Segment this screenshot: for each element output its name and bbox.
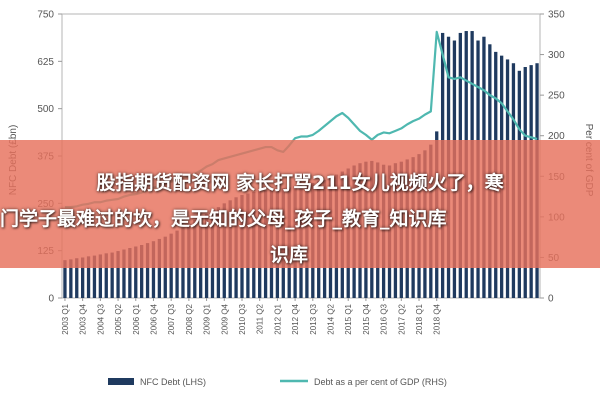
- x-tick-label: 2016 Q3: [380, 303, 389, 334]
- bar: [140, 244, 144, 298]
- x-tick-label: 2012 Q1: [273, 303, 282, 334]
- bar: [92, 255, 97, 298]
- bar: [134, 246, 138, 298]
- overlay-headline-line2: 门学子最难过的坎，是无知的父母_孩子_教育_知识库: [0, 208, 447, 230]
- bar: [98, 254, 103, 298]
- bar: [75, 258, 79, 298]
- right-tick-label: 200: [548, 131, 565, 142]
- x-tick-label: 2011 Q2: [256, 303, 265, 334]
- x-tick-label: 2005 Q2: [114, 303, 123, 334]
- right-tick-label: 0: [548, 294, 554, 305]
- left-tick-label: 625: [37, 57, 54, 68]
- bar: [145, 243, 150, 298]
- legend-label-debt-gdp: Debt as a per cent of GDP (RHS): [314, 377, 447, 387]
- bar: [69, 259, 73, 298]
- bar: [116, 251, 120, 298]
- legend-label-nfc-debt: NFC Debt (LHS): [140, 377, 206, 387]
- legend-swatch-nfc-debt: [108, 378, 134, 385]
- x-tick-label: 2013 Q3: [309, 303, 318, 334]
- x-tick-label: 2007 Q3: [167, 303, 176, 334]
- x-tick-label: 2015 Q1: [344, 303, 353, 334]
- right-tick-label: 300: [548, 50, 565, 61]
- x-tick-label: 2004 Q3: [96, 303, 105, 334]
- x-tick-label: 2009 Q4: [220, 303, 229, 334]
- overlay-headline-line1: 股指期货配资网 家长打骂211女儿视频火了，寒: [96, 172, 504, 194]
- overlay-banner: [0, 140, 600, 268]
- left-tick-label: 500: [37, 104, 54, 115]
- x-tick-label: 2015 Q4: [362, 303, 371, 334]
- x-axis-ticks: 2003 Q1 2003 Q4 2004 Q3 2005 Q2 2006 Q1 2006 …: [61, 298, 442, 335]
- x-tick-label: 2008 Q2: [185, 303, 194, 334]
- legend: NFC Debt (LHS) Debt as a per cent of GDP…: [108, 377, 447, 387]
- left-tick-label: 750: [37, 10, 54, 21]
- left-tick-label: 0: [48, 294, 54, 305]
- bar: [110, 252, 114, 298]
- x-tick-label: 2006 Q4: [149, 303, 158, 334]
- x-tick-label: 2006 Q1: [132, 303, 141, 334]
- bar: [86, 256, 91, 298]
- x-tick-label: 2010 Q3: [238, 303, 247, 334]
- bar: [81, 257, 85, 298]
- bar: [63, 260, 67, 298]
- right-tick-label: 250: [548, 91, 565, 102]
- bar: [122, 249, 126, 298]
- bar: [157, 238, 162, 298]
- x-tick-label: 2009 Q1: [203, 303, 212, 334]
- bar: [128, 248, 132, 298]
- right-tick-label: 350: [548, 10, 565, 21]
- x-tick-label: 2003 Q4: [79, 303, 88, 334]
- x-tick-label: 2014 Q2: [327, 303, 336, 334]
- x-tick-label: 2018 Q1: [415, 303, 424, 334]
- bar: [104, 253, 108, 298]
- x-tick-label: 2012 Q4: [291, 303, 300, 334]
- bar: [151, 241, 156, 298]
- x-tick-label: 2018 Q4: [433, 303, 442, 334]
- x-tick-label: 2017 Q2: [397, 303, 406, 334]
- x-tick-label: 2003 Q1: [61, 303, 70, 334]
- overlay-headline-line3: 识库: [270, 244, 309, 266]
